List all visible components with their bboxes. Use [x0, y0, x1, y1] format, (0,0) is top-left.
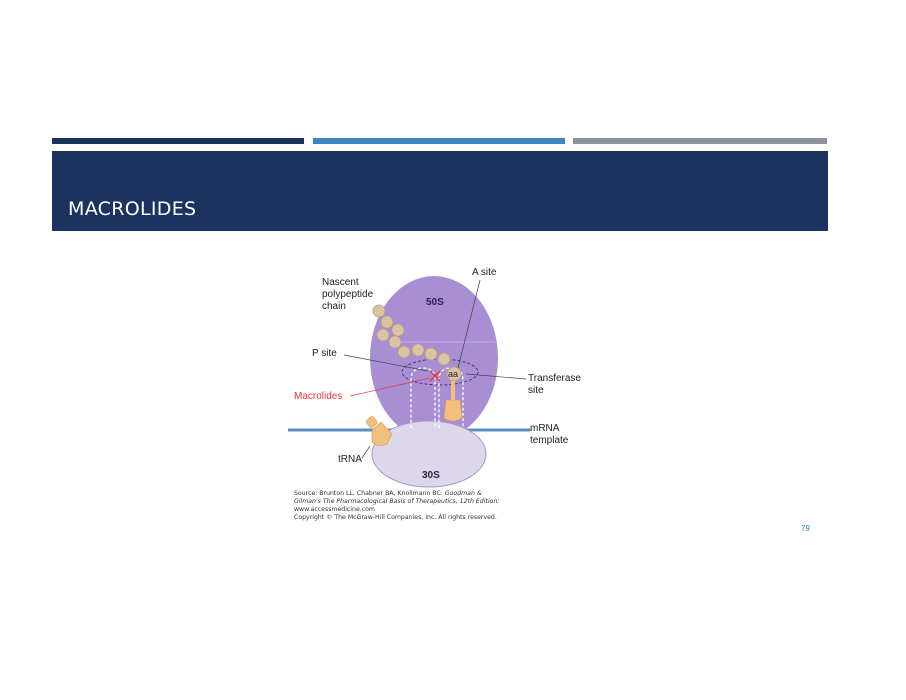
- ribosome-figure: aa Nascent polypeptide chain A site 50S: [286, 258, 596, 528]
- label-transferase: Transferase: [528, 373, 581, 384]
- title-band: MACROLIDES: [52, 151, 828, 231]
- subunit-30s: [371, 420, 487, 488]
- label-p-site: P site: [312, 348, 337, 359]
- trna-leader: [361, 445, 371, 459]
- label-transferase-site: site: [528, 385, 544, 396]
- label-macrolides: Macrolides: [294, 391, 342, 402]
- ribosome-diagram: aa Nascent polypeptide chain A site 50S: [288, 267, 581, 488]
- source-copyright: Copyright © The McGraw-Hill Companies, I…: [294, 514, 497, 521]
- source-book-title-2: Gilman's The Pharmacological Basis of Th…: [294, 498, 500, 505]
- trna-molecule: [365, 416, 393, 446]
- slide-page-number: 79: [801, 524, 810, 533]
- macrolide-block-icon: [429, 370, 441, 382]
- figure-source-citation: Source: Brunton LL, Chabner BA, Knollman…: [294, 490, 594, 522]
- label-50s: 50S: [426, 297, 444, 308]
- label-a-site: A site: [472, 267, 497, 278]
- accent-bar-navy: [52, 138, 304, 144]
- label-polypeptide: polypeptide: [322, 289, 374, 300]
- label-nascent: Nascent: [322, 277, 359, 288]
- a-site-leader: [457, 279, 481, 369]
- aminoacyl-trna: [443, 399, 463, 422]
- accent-bar-gray: [573, 138, 827, 144]
- label-chain: chain: [322, 301, 346, 312]
- label-trna: tRNA: [338, 454, 362, 465]
- p-site-dashed: [410, 367, 436, 428]
- source-prefix: Source: Brunton LL, Chabner BA, Knollman…: [294, 490, 445, 497]
- label-mrna: mRNA: [530, 423, 560, 434]
- slide-title: MACROLIDES: [68, 198, 197, 220]
- p-site-leader: [343, 354, 429, 372]
- macrolides-leader: [349, 377, 431, 397]
- source-book-title-1: Goodman &: [444, 490, 482, 497]
- aa-label: aa: [448, 369, 458, 379]
- a-site-dashed: [438, 367, 464, 428]
- polypeptide-chain: [372, 304, 451, 366]
- label-30s: 30S: [422, 470, 440, 481]
- source-website: www.accessmedicine.com: [294, 506, 375, 513]
- transferase-leader: [465, 373, 527, 380]
- accent-bar-blue: [313, 138, 565, 144]
- label-template: template: [530, 435, 569, 446]
